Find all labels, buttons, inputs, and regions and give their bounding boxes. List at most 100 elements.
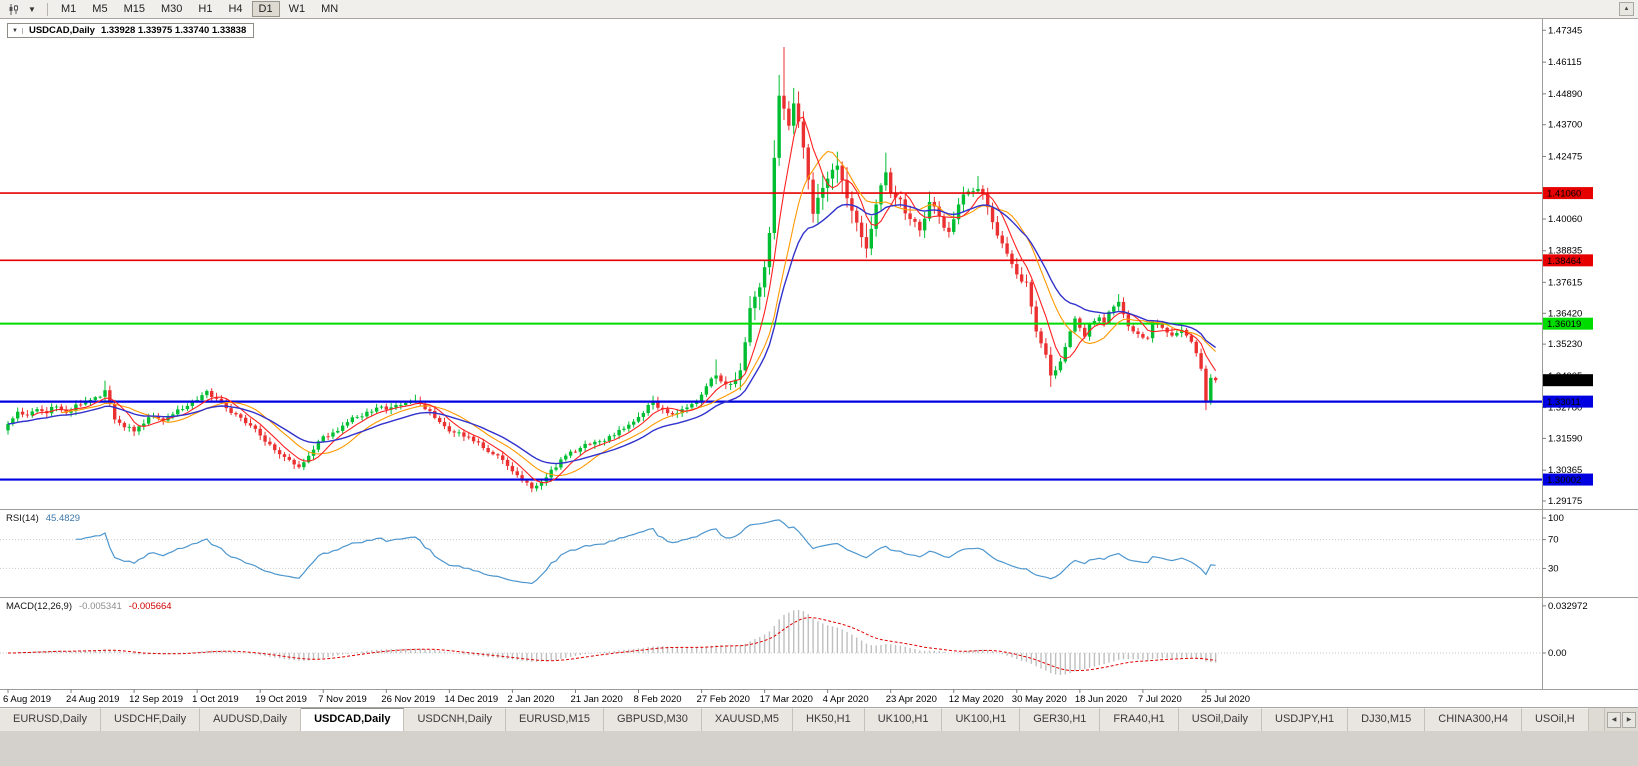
chart-tab-china300-h4[interactable]: CHINA300,H4 (1425, 708, 1522, 731)
dropdown-caret-button[interactable]: ▼ (23, 1, 41, 17)
ma-line-slow (7, 203, 1217, 465)
svg-text:1.33011: 1.33011 (1547, 397, 1581, 408)
chart-canvas[interactable]: 1.47345 1.46115 1.44890 1.43700 1.42475 1.400… (0, 19, 1638, 707)
timeframe-button-w1[interactable]: W1 (282, 1, 313, 17)
rsi-axis-label: 30 (1548, 563, 1559, 574)
chart-tab-uk100-h1[interactable]: UK100,H1 (942, 708, 1021, 731)
date-axis-label: 1 Oct 2019 (192, 694, 238, 705)
date-axis-label: 26 Nov 2019 (381, 694, 435, 705)
timeframe-button-d1[interactable]: D1 (251, 1, 280, 17)
chart-tab-usdcnh-daily[interactable]: USDCNH,Daily (404, 708, 507, 731)
svg-text:1.38464: 1.38464 (1547, 256, 1581, 267)
chart-tab-usdcad-daily[interactable]: USDCAD,Daily (301, 708, 405, 731)
chart-title: ▼ USDCAD,Daily 1.33928 1.33975 1.33740 1… (7, 23, 255, 38)
chart-title-symbol: USDCAD,Daily (28, 25, 95, 36)
top-toolbar: ▼ M1 M5 M15 M30 H1 H4 D1 W1 MN ▲ (0, 0, 1638, 19)
chart-tab-usoil-h[interactable]: USOil,H (1521, 708, 1589, 731)
date-axis-label: 7 Jul 2020 (1138, 694, 1182, 705)
chart-title-ohlc: 1.33928 1.33975 1.33740 1.33838 (100, 25, 247, 36)
date-axis-label: 30 May 2020 (1012, 694, 1067, 705)
chart-tab-dj30-m15[interactable]: DJ30,M15 (1348, 708, 1426, 731)
chart-icon-button[interactable] (4, 1, 22, 17)
price-axis-label: 1.44890 (1548, 89, 1582, 100)
chart-title-caret-icon[interactable]: ▼ (11, 27, 23, 34)
timeframe-button-m1[interactable]: M1 (54, 1, 83, 17)
chart-tab-gbpusd-m30[interactable]: GBPUSD,M30 (603, 708, 702, 731)
price-axis-label: 1.38835 (1548, 246, 1582, 257)
tabs-scroll-right-button[interactable]: ▶ (1622, 711, 1636, 728)
chart-tab-usdchf-daily[interactable]: USDCHF,Daily (100, 708, 201, 731)
date-axis-label: 25 Jul 2020 (1201, 694, 1250, 705)
date-axis-label: 12 Sep 2019 (129, 694, 183, 705)
date-axis-label: 7 Nov 2019 (318, 694, 367, 705)
date-axis-label: 19 Oct 2019 (255, 694, 307, 705)
macd-value-signal: -0.005664 (128, 601, 172, 612)
price-tag: 1.41060 (1543, 187, 1593, 200)
chart-tab-xauusd-m5[interactable]: XAUUSD,M5 (701, 708, 794, 731)
price-tag: 1.30002 (1543, 473, 1593, 486)
price-axis-label: 1.47345 (1548, 25, 1582, 36)
tab-nav-buttons: ◀ ▶ (1604, 708, 1638, 731)
price-tag: 1.38464 (1543, 254, 1593, 267)
rsi-name: RSI(14) (6, 513, 39, 524)
chart-tab-usoil-daily[interactable]: USOil,Daily (1178, 708, 1263, 731)
price-axis-label: 1.43700 (1548, 120, 1582, 131)
svg-text:1.41060: 1.41060 (1547, 189, 1581, 200)
chart-tab-ger30-h1[interactable]: GER30,H1 (1020, 708, 1101, 731)
date-axis-label: 27 Feb 2020 (697, 694, 750, 705)
svg-text:1.30002: 1.30002 (1547, 475, 1581, 486)
svg-text:1.36019: 1.36019 (1547, 319, 1581, 330)
chart-tab-usdjpy-h1[interactable]: USDJPY,H1 (1262, 708, 1349, 731)
date-axis-label: 23 Apr 2020 (886, 694, 937, 705)
price-axis-label: 1.35230 (1548, 339, 1582, 350)
price-axis-label: 1.32780 (1548, 403, 1582, 414)
rsi-value: 45.4829 (45, 513, 81, 524)
timeframe-button-m5[interactable]: M5 (85, 1, 114, 17)
timeframe-button-h1[interactable]: H1 (191, 1, 219, 17)
date-axis-label: 18 Jun 2020 (1075, 694, 1127, 705)
chart-tab-hk50-h1[interactable]: HK50,H1 (793, 708, 865, 731)
date-axis-label: 8 Feb 2020 (634, 694, 682, 705)
timeframe-button-m30[interactable]: M30 (154, 1, 189, 17)
tabs-scroll-left-button[interactable]: ◀ (1607, 711, 1621, 728)
candlestick-icon (9, 3, 18, 15)
chart-window: 1.47345 1.46115 1.44890 1.43700 1.42475 1.400… (0, 19, 1638, 707)
rsi-axis-label: 70 (1548, 535, 1559, 546)
date-axis-label: 2 Jan 2020 (507, 694, 554, 705)
chart-tab-fra40-h1[interactable]: FRA40,H1 (1100, 708, 1179, 731)
macd-axis-label: 0.032972 (1548, 601, 1588, 612)
timeframe-button-h4[interactable]: H4 (221, 1, 249, 17)
tab-bar: EURUSD,Daily USDCHF,Daily AUDUSD,Daily USDC… (0, 707, 1638, 731)
price-axis-label: 1.31590 (1548, 433, 1582, 444)
price-axis-label: 1.30365 (1548, 465, 1582, 476)
ma-line-mid (61, 150, 1216, 477)
candlesticks (6, 46, 1218, 493)
price-axis-label: 1.40060 (1548, 214, 1582, 225)
timeframe-button-mn[interactable]: MN (314, 1, 345, 17)
chart-tab-audusd-daily[interactable]: AUDUSD,Daily (200, 708, 302, 731)
chart-tab-uk100-h1[interactable]: UK100,H1 (864, 708, 943, 731)
date-axis-label: 12 May 2020 (949, 694, 1004, 705)
date-axis-label: 24 Aug 2019 (66, 694, 119, 705)
macd-histogram (12, 609, 1217, 675)
date-axis-label: 6 Aug 2019 (3, 694, 51, 705)
price-axis-label: 1.37615 (1548, 277, 1582, 288)
timeframe-button-m15[interactable]: M15 (117, 1, 152, 17)
svg-text:1.33838: 1.33838 (1547, 376, 1581, 387)
rsi-axis-label: 100 (1548, 513, 1564, 524)
timeframe-buttons: M1 M5 M15 M30 H1 H4 D1 W1 MN (54, 1, 345, 17)
ma-line-fast (32, 116, 1217, 484)
chart-tab-eurusd-m15[interactable]: EURUSD,M15 (506, 708, 604, 731)
chart-tabs: EURUSD,Daily USDCHF,Daily AUDUSD,Daily USDC… (0, 708, 1638, 731)
macd-name: MACD(12,26,9) (6, 601, 72, 612)
toolbar-scroll-up-button[interactable]: ▲ (1619, 2, 1634, 16)
date-axis-label: 4 Apr 2020 (823, 694, 869, 705)
price-axis-label: 1.29175 (1548, 496, 1582, 507)
price-axis-label: 1.36420 (1548, 308, 1582, 319)
price-axis-label: 1.42475 (1548, 151, 1582, 162)
rsi-indicator-label: RSI(14) 45.4829 (6, 513, 80, 524)
chart-tab-eurusd-daily[interactable]: EURUSD,Daily (0, 708, 101, 731)
macd-axis-label: 0.00 (1548, 648, 1567, 659)
rsi-line (75, 519, 1216, 585)
date-axis-label: 14 Dec 2019 (444, 694, 498, 705)
